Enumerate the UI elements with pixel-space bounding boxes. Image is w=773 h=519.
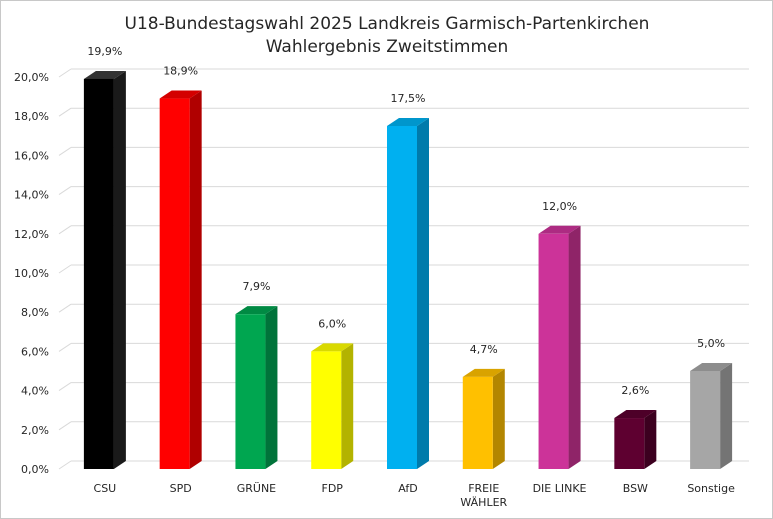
x-axis-labels: CSU SPD GRÜNE FDP AfD FREIE WÄHLER DIE LINKE BSW… [94,482,736,509]
gridline-perspective [58,68,72,78]
gridline-perspective [58,421,72,431]
bar-top [311,343,354,352]
bar-front [614,418,645,469]
bar-top [83,70,126,79]
data-label: 4,7% [470,343,498,356]
gridline-perspective [58,225,72,235]
x-tick-label: BSW [623,482,648,495]
x-tick-label: FREIE WÄHLER [460,482,507,509]
bar-front [387,126,417,469]
bar-afd [387,118,429,469]
x-tick-label: GRÜNE [237,482,276,495]
chart-subtitle: Wahlergebnis Zweitstimmen [266,37,509,57]
bar-front [83,78,114,470]
y-tick-label: 18,0% [14,110,49,123]
bar-top [387,118,429,126]
x-tick-label: Sonstige [687,482,735,495]
chart-title: U18-Bundestagswahl 2025 Landkreis Garmis… [125,14,650,34]
y-tick-label: 2,0% [21,424,49,437]
data-label: 6,0% [318,317,346,330]
bar-front [462,376,493,469]
bar-front [159,98,190,469]
bar-side [189,90,202,469]
bar-fdp [311,343,354,469]
bar-side [644,410,657,469]
x-tick-label: SPD [170,482,192,495]
y-axis-ticks: 0,0% 2,0% 4,0% 6,0% 8,0% 10,0% 12,0% 14,0% 16,0%… [14,71,49,476]
bar-freie-w-hler [462,368,505,469]
gridline-perspective [58,303,72,313]
bar-front [311,351,342,469]
data-label: 18,9% [163,65,198,78]
data-label: 17,5% [391,92,426,105]
bar-side [492,368,505,469]
bar-sonstige [690,363,733,469]
bar-side [341,343,354,469]
x-tick-label: AfD [398,482,417,495]
bar-side [720,363,733,469]
x-tick-label: FDP [322,482,344,495]
bar-top [614,410,657,419]
bars [83,70,733,470]
y-tick-label: 4,0% [21,385,49,398]
bar-front [235,314,266,469]
bar-spd [159,90,202,469]
bar-die-linke [538,225,581,469]
bar-side [265,306,278,469]
gridline-perspective [58,342,72,352]
gridline-perspective [58,186,72,196]
bar-front [538,233,569,469]
data-label: 7,9% [242,280,270,293]
bar-csu [83,70,126,470]
bar-top [235,306,278,315]
bar-top [690,363,733,371]
data-label: 5,0% [697,337,725,350]
y-tick-label: 14,0% [14,189,49,202]
data-labels: 19,9% 18,9% 7,9% 6,0% 17,5% 4,7% 12,0% 2,6% 5,0% [87,45,725,397]
x-tick-label: DIE LINKE [533,482,587,495]
x-tick-label: CSU [94,482,117,495]
gridline-perspective [58,382,72,392]
y-tick-label: 6,0% [21,345,49,358]
bar-side [113,70,126,470]
y-tick-label: 20,0% [14,71,49,84]
gridline-perspective [58,264,72,274]
bar-side [568,225,581,469]
y-tick-label: 16,0% [14,149,49,162]
bar-top [159,90,202,99]
gridline-perspective [58,460,72,470]
bar-top [462,368,505,377]
y-tick-label: 8,0% [21,306,49,319]
bar-gr-ne [235,306,278,469]
y-tick-label: 0,0% [21,463,49,476]
data-label: 2,6% [621,384,649,397]
data-label: 19,9% [87,45,122,58]
gridline-perspective [58,146,72,156]
bar-side [417,118,429,469]
bar-bsw [614,410,657,469]
y-tick-label: 12,0% [14,228,49,241]
bar-front [690,371,721,469]
y-tick-label: 10,0% [14,267,49,280]
data-label: 12,0% [542,200,577,213]
bar-top [538,225,581,234]
gridline-perspective [58,107,72,117]
